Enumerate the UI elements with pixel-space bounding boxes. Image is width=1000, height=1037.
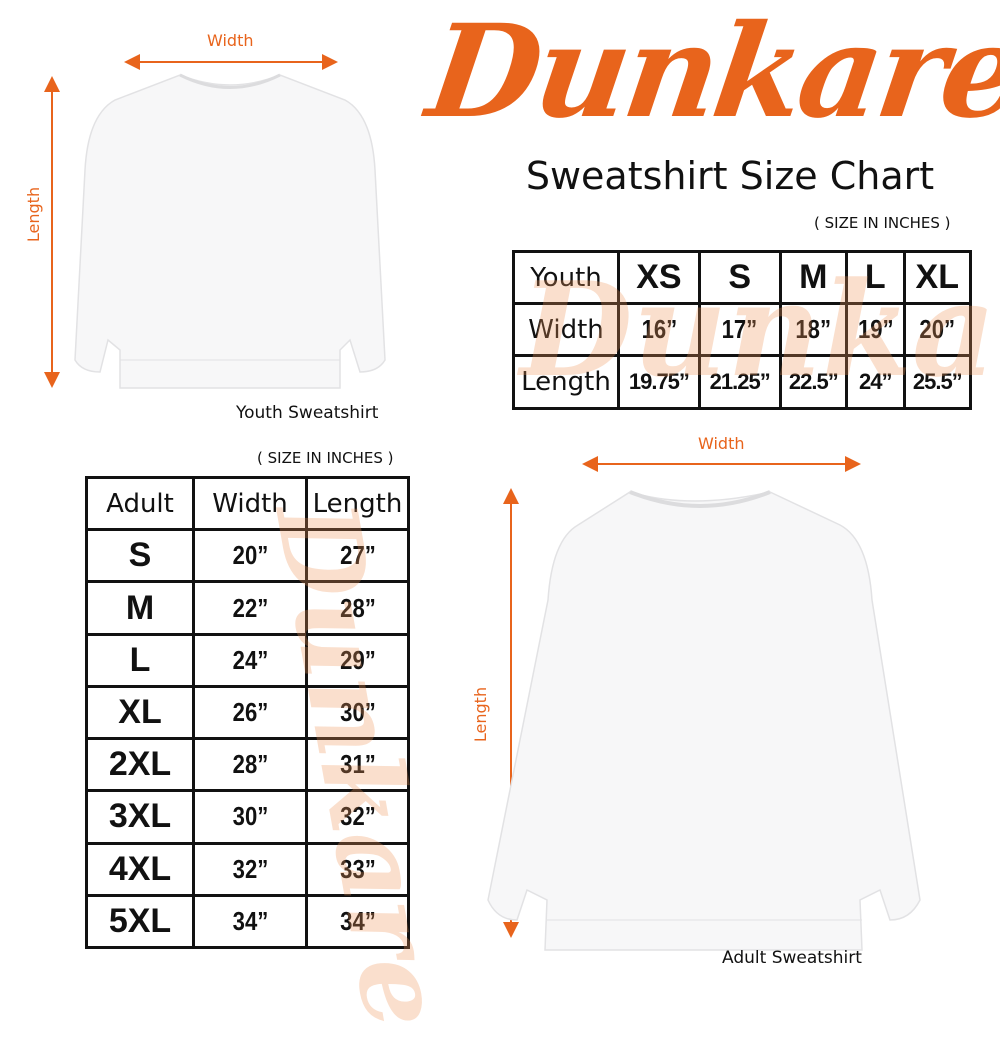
adult-units-note: ( SIZE IN INCHES )	[257, 449, 394, 467]
size-cell: XL	[85, 684, 195, 741]
adult-size-table: Adult Width Length S 20” 27” M 22” 28” L 24” 29”…	[85, 475, 410, 950]
youth-sweatshirt-image	[74, 74, 386, 389]
width-cell: 34”	[200, 893, 300, 950]
width-cell: 26”	[200, 684, 300, 741]
width-cell: 22”	[200, 580, 300, 636]
length-cell: 31”	[312, 737, 403, 793]
width-cell: 32”	[200, 841, 300, 897]
size-cell: 5XL	[85, 893, 195, 950]
size-header: XL	[902, 250, 973, 305]
width-cell: 20”	[200, 528, 300, 584]
youth-size-table: Youth XS S M L XL Width 16” 17” 18” 19” …	[512, 250, 973, 410]
size-cell: 2XL	[85, 737, 195, 793]
length-cell: 33”	[312, 841, 403, 897]
table-row: Adult Width Length	[85, 475, 410, 532]
table-cell: 21.25”	[697, 354, 782, 410]
youth-width-label: Width	[207, 31, 254, 50]
row-label: Length	[512, 354, 620, 410]
table-row: Width 16” 17” 18” 19” 20”	[512, 302, 971, 357]
size-cell: L	[85, 632, 195, 688]
youth-length-label: Length	[24, 186, 44, 243]
size-header: XS	[617, 250, 701, 305]
table-cell: 16”	[623, 302, 695, 357]
table-row: XL 26” 30”	[85, 684, 409, 741]
length-cell: 28”	[312, 580, 403, 636]
column-header: Adult	[85, 475, 195, 532]
table-corner-cell: Youth	[512, 250, 620, 305]
column-header: Width	[192, 475, 308, 532]
table-row: 2XL 28” 31”	[85, 737, 409, 793]
table-cell: 19”	[849, 302, 901, 357]
width-cell: 24”	[200, 632, 300, 688]
length-cell: 27”	[312, 528, 403, 584]
table-cell: 19.75”	[617, 354, 701, 410]
youth-sweatshirt-figure	[44, 54, 386, 389]
youth-caption: Youth Sweatshirt	[236, 403, 379, 423]
table-row: Youth XS S M L XL	[512, 250, 973, 305]
adult-caption: Adult Sweatshirt	[722, 948, 862, 968]
width-cell: 30”	[200, 789, 300, 845]
table-row: 3XL 30” 32”	[85, 789, 409, 845]
size-header: M	[778, 250, 849, 305]
size-header: L	[845, 250, 906, 305]
page-title: Sweatshirt Size Chart	[525, 154, 935, 198]
adult-width-label: Width	[698, 434, 745, 453]
adult-sweatshirt-image	[487, 491, 921, 951]
table-cell: 25.5”	[902, 354, 973, 410]
adult-length-label: Length	[471, 686, 491, 743]
table-row: 4XL 32” 33”	[85, 841, 409, 897]
table-row: Length 19.75” 21.25” 22.5” 24” 25.5”	[512, 354, 973, 410]
length-cell: 30”	[312, 684, 403, 741]
adult-sweatshirt-figure	[487, 456, 921, 951]
size-cell: 3XL	[85, 789, 195, 845]
width-cell: 28”	[200, 737, 300, 793]
table-cell: 22.5”	[778, 354, 849, 410]
column-header: Length	[305, 475, 410, 532]
length-cell: 34”	[312, 893, 403, 950]
youth-units-note: ( SIZE IN INCHES )	[814, 214, 951, 232]
table-cell: 24”	[845, 354, 906, 410]
table-cell: 20”	[907, 302, 967, 357]
table-row: S 20” 27”	[85, 528, 409, 584]
length-cell: 32”	[312, 789, 403, 845]
size-header: S	[697, 250, 782, 305]
row-label: Width	[512, 302, 620, 357]
table-row: 5XL 34” 34”	[85, 893, 409, 950]
length-cell: 29”	[312, 632, 403, 688]
size-cell: 4XL	[85, 841, 195, 897]
table-cell: 18”	[783, 302, 843, 357]
size-cell: M	[85, 580, 195, 636]
size-cell: S	[85, 528, 195, 584]
table-row: M 22” 28”	[85, 580, 409, 636]
table-cell: 17”	[704, 302, 776, 357]
brand-logo: Dunkare	[419, 0, 1000, 147]
table-row: L 24” 29”	[85, 632, 409, 688]
